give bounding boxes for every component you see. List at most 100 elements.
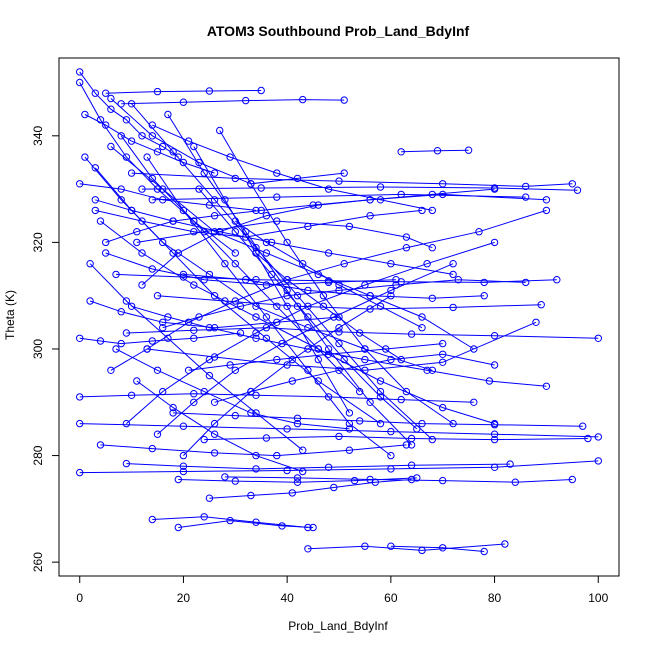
series-line xyxy=(178,520,314,528)
data-point xyxy=(288,489,296,497)
data-point xyxy=(273,302,281,310)
data-point xyxy=(164,313,172,321)
data-point xyxy=(252,249,260,257)
data-point xyxy=(402,233,411,241)
data-point xyxy=(376,387,385,396)
data-point xyxy=(184,318,193,326)
data-point xyxy=(96,217,105,225)
data-point xyxy=(283,276,291,284)
series-line xyxy=(110,98,345,185)
data-point xyxy=(242,276,250,284)
series-line xyxy=(152,516,308,528)
data-point xyxy=(179,422,188,430)
data-point xyxy=(299,95,307,104)
data-point xyxy=(164,110,172,119)
data-point xyxy=(340,260,348,268)
data-point xyxy=(148,515,157,524)
data-point xyxy=(122,459,131,468)
data-point xyxy=(117,196,125,204)
series-36 xyxy=(96,217,499,428)
data-point xyxy=(148,196,157,204)
data-point xyxy=(273,355,281,364)
data-point xyxy=(361,345,369,353)
data-point xyxy=(210,169,219,177)
data-point xyxy=(184,366,193,374)
data-point xyxy=(299,260,307,268)
data-point xyxy=(428,206,436,215)
series-line xyxy=(131,305,547,387)
data-point xyxy=(345,446,354,454)
series-32 xyxy=(174,516,317,532)
data-point xyxy=(262,313,271,321)
data-point xyxy=(221,196,229,204)
data-point xyxy=(273,451,281,460)
series-41 xyxy=(143,153,395,460)
data-point xyxy=(376,183,385,191)
x-tick-label: 0 xyxy=(76,591,83,605)
data-point xyxy=(210,196,219,204)
data-point xyxy=(133,238,141,247)
data-point xyxy=(594,457,602,465)
series-42 xyxy=(164,110,416,449)
data-point xyxy=(107,366,115,374)
series-line xyxy=(79,460,599,474)
data-point xyxy=(153,430,162,438)
data-point xyxy=(392,281,400,289)
data-point xyxy=(345,222,354,231)
data-point xyxy=(210,212,219,220)
data-point xyxy=(236,329,245,337)
series-line xyxy=(152,193,526,201)
data-point xyxy=(127,169,136,177)
data-point xyxy=(200,169,208,177)
data-point xyxy=(117,100,125,108)
series-line xyxy=(178,477,417,483)
data-point xyxy=(210,398,219,406)
series-line xyxy=(390,545,485,552)
series-46 xyxy=(81,153,436,374)
data-point xyxy=(522,278,530,287)
data-point xyxy=(247,387,255,396)
data-point xyxy=(247,491,255,500)
data-point xyxy=(480,292,488,300)
data-point xyxy=(501,540,509,548)
data-point xyxy=(153,148,162,156)
series-line xyxy=(115,348,350,430)
data-point xyxy=(340,355,348,364)
data-point xyxy=(179,98,188,106)
data-point xyxy=(190,390,198,398)
series-39 xyxy=(91,164,385,428)
data-point xyxy=(304,313,312,321)
series-45 xyxy=(133,377,307,476)
series-line xyxy=(126,327,599,339)
data-point xyxy=(91,89,100,97)
data-point xyxy=(138,249,146,257)
data-point xyxy=(423,366,431,374)
data-point xyxy=(257,206,265,215)
y-tick-label: 340 xyxy=(31,125,45,145)
y-tick-label: 280 xyxy=(31,445,45,465)
data-point xyxy=(76,468,84,477)
data-point xyxy=(522,182,530,191)
data-point xyxy=(127,391,136,399)
data-point xyxy=(179,206,188,215)
data-point xyxy=(210,449,219,457)
data-point xyxy=(210,292,219,300)
data-point xyxy=(304,302,312,310)
data-point xyxy=(293,474,302,482)
data-point xyxy=(143,345,151,353)
data-point xyxy=(361,542,369,550)
data-point xyxy=(475,228,483,236)
series-line xyxy=(115,273,557,283)
data-point xyxy=(133,228,141,236)
data-point xyxy=(335,366,343,374)
series-line xyxy=(141,188,495,286)
data-point xyxy=(366,305,374,313)
series-31 xyxy=(148,513,312,532)
x-axis: 0 20 40 60 80 100 xyxy=(76,575,609,605)
data-point xyxy=(387,260,395,268)
data-point xyxy=(293,292,302,300)
series-line xyxy=(126,241,495,424)
data-point xyxy=(428,244,436,252)
data-point xyxy=(195,185,203,193)
data-point xyxy=(210,419,219,428)
